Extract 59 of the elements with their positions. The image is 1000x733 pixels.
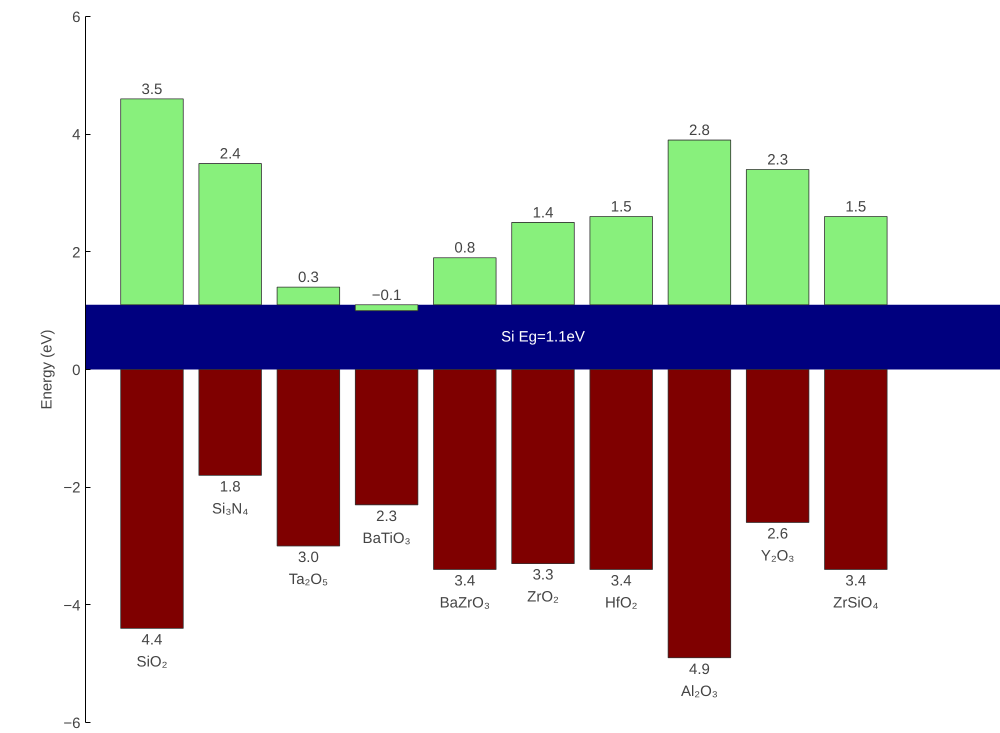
data-label: 2.6 [767, 525, 788, 542]
bar [590, 369, 653, 570]
data-label: 3.4 [845, 572, 866, 590]
bar [824, 216, 888, 306]
y-tick-label: 0 [72, 362, 80, 379]
y-tick-label: −6 [63, 715, 81, 732]
data-label: 4.4 [142, 631, 162, 648]
data-label: 3.5 [142, 80, 162, 98]
data-label: 4.9 [688, 660, 710, 678]
x-tick-label: BaZrO₃ [440, 594, 490, 612]
data-label: −0.1 [372, 286, 402, 304]
data-label: 1.5 [610, 198, 632, 216]
y-tick-label: 2 [72, 244, 80, 262]
data-label: 1.5 [845, 198, 866, 216]
x-tick-label: HfO₂ [604, 594, 638, 612]
data-label: 3.0 [298, 549, 319, 566]
x-tick-label: ZrSiO₄ [833, 594, 878, 612]
bar [668, 140, 732, 306]
bar [511, 369, 575, 564]
y-tick-label: 6 [72, 9, 80, 26]
bar [276, 369, 340, 546]
y-tick-label: −4 [63, 597, 81, 614]
data-label: 2.4 [220, 146, 241, 163]
bar [746, 369, 810, 523]
data-label: 2.8 [688, 122, 710, 140]
bar [354, 304, 418, 312]
data-label: 1.8 [220, 478, 241, 496]
band-label: Si Eg=1.1eV [501, 328, 585, 346]
bar [276, 286, 340, 306]
x-tick-label: Si₃N₄ [212, 500, 248, 518]
x-tick-label: BaTiO₃ [362, 530, 411, 547]
data-label: 0.8 [454, 240, 476, 257]
data-label: 3.3 [532, 566, 554, 584]
data-label: 3.4 [454, 572, 476, 590]
bar [120, 98, 184, 306]
bar [433, 369, 496, 570]
data-label: 3.4 [610, 572, 632, 590]
x-tick-label: ZrO₂ [527, 588, 559, 606]
bar [354, 369, 418, 506]
data-label: 2.3 [767, 151, 788, 168]
bar [668, 369, 732, 658]
data-label: 0.3 [298, 269, 319, 286]
bar [590, 216, 653, 306]
x-tick-label: Al₂O₃ [680, 682, 718, 700]
x-tick-label: Ta₂O₅ [288, 571, 328, 588]
y-axis-title: Energy (eV) [38, 329, 56, 410]
y-tick-label: 4 [72, 126, 80, 144]
bar [746, 169, 810, 306]
y-tick-label: −2 [63, 480, 81, 497]
bar [198, 369, 262, 476]
bar [120, 369, 184, 629]
bar [198, 163, 262, 306]
bar [511, 222, 575, 306]
x-tick-label: SiO₂ [136, 653, 168, 670]
bar [824, 369, 888, 570]
data-label: 1.4 [532, 204, 554, 222]
bar [433, 257, 496, 306]
x-tick-label: Y₂O₃ [760, 547, 794, 564]
data-label: 2.3 [376, 508, 398, 525]
